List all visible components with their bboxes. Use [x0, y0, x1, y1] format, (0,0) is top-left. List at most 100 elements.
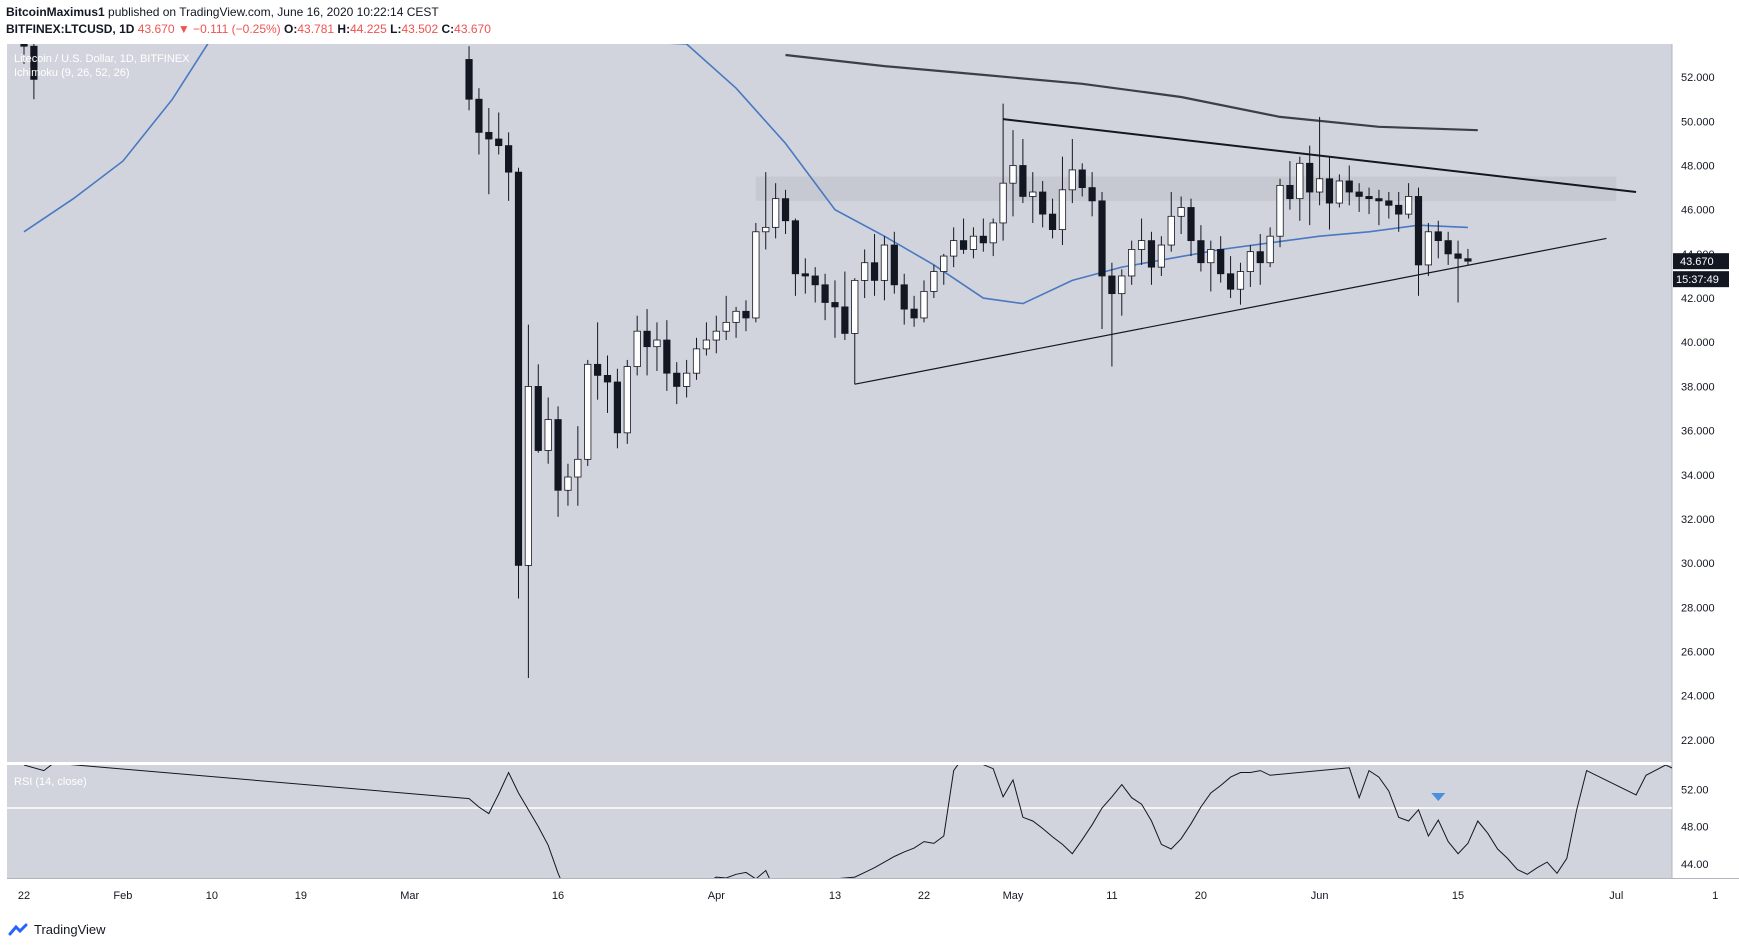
candle-body: [1335, 180, 1343, 204]
candle: [1246, 245, 1254, 288]
candle: [514, 167, 523, 599]
open-value: 43.781: [297, 22, 335, 36]
time-tick-label: 15: [1452, 890, 1464, 902]
candle-body: [762, 226, 770, 233]
countdown-badge-label: 15:37:49: [1676, 274, 1719, 286]
candle: [870, 233, 879, 296]
candle: [801, 258, 809, 294]
candle: [554, 406, 562, 517]
candle-body: [1375, 198, 1383, 202]
candle-body: [1385, 200, 1393, 206]
ichimoku-legend[interactable]: Ichimoku (9, 26, 52, 26): [14, 67, 130, 79]
candle: [742, 300, 750, 332]
candle-body: [781, 198, 790, 222]
candle: [475, 88, 483, 155]
candle-body: [1048, 213, 1057, 230]
candle: [989, 218, 997, 257]
candle: [30, 44, 38, 100]
price-tick-label: 26.000: [1681, 647, 1715, 659]
candle-body: [1128, 249, 1136, 277]
price-pane: [7, 44, 1672, 762]
candle: [1147, 231, 1156, 285]
rsi-line: [23, 765, 1672, 878]
candle-body: [603, 374, 612, 383]
candle: [969, 227, 978, 259]
candle-body: [1286, 184, 1294, 200]
candle-body: [841, 306, 849, 334]
candle: [1058, 156, 1067, 246]
low-value: 43.502: [401, 22, 439, 36]
price-tick-label: 24.000: [1681, 691, 1715, 703]
candle: [465, 46, 473, 111]
ohlc-bar: BITFINEX:LTCUSD, 1D 43.670 ▼ −0.111 (−0.…: [6, 21, 491, 37]
rsi-legend[interactable]: RSI (14, close): [14, 776, 87, 788]
candle-body: [1365, 196, 1373, 200]
candle-body: [1395, 204, 1403, 215]
price-tick-label: 32.000: [1681, 514, 1715, 526]
candle-body: [514, 171, 523, 566]
candle: [1424, 222, 1432, 276]
candle: [1118, 269, 1126, 316]
candle-body: [752, 231, 760, 319]
candle: [1444, 231, 1452, 265]
candle-body: [861, 262, 869, 281]
author-name[interactable]: BitcoinMaximus1: [6, 5, 105, 19]
candle: [1226, 256, 1235, 299]
time-tick-label: 16: [552, 890, 564, 902]
candle-body: [880, 244, 889, 281]
candle: [1434, 220, 1442, 259]
candle: [1464, 248, 1472, 265]
candle: [584, 359, 592, 466]
rsi-tick-label: 44.00: [1681, 859, 1709, 871]
rsi-tick-label: 48.00: [1681, 822, 1709, 834]
candle-body: [1068, 169, 1076, 191]
time-tick-label: Jul: [1609, 890, 1623, 902]
candle: [1157, 236, 1165, 276]
candle-body: [950, 240, 958, 257]
candle-body: [959, 240, 968, 250]
candle-body: [594, 363, 602, 376]
candle: [910, 295, 918, 327]
candle-body: [801, 273, 809, 277]
candle-body: [584, 363, 592, 460]
rsi-plot: [7, 765, 1672, 878]
candle: [702, 322, 711, 356]
low-label: L:: [390, 22, 402, 36]
candle-body: [870, 262, 879, 281]
candle-body: [930, 271, 938, 292]
candle-body: [633, 330, 641, 367]
price-plot: [20, 44, 1637, 679]
candle-body: [495, 138, 503, 147]
candle: [495, 112, 503, 155]
price-tick-label: 40.000: [1681, 337, 1715, 349]
candle: [841, 271, 849, 341]
candle: [1286, 161, 1294, 210]
candle: [781, 189, 790, 234]
candle: [20, 44, 28, 64]
candle: [692, 337, 701, 380]
time-tick-label: 19: [295, 890, 307, 902]
price-tick-label: 28.000: [1681, 602, 1715, 614]
candle-body: [1226, 273, 1235, 290]
candle-body: [772, 198, 780, 228]
candle: [574, 426, 582, 506]
candle: [485, 108, 493, 195]
candle: [1048, 198, 1057, 239]
candle: [1345, 165, 1353, 206]
time-tick-label: Feb: [113, 890, 132, 902]
series-title[interactable]: Litecoin / U.S. Dollar, 1D, BITFINEX: [14, 53, 190, 65]
time-tick-label: 11: [1106, 890, 1117, 902]
candle-body: [1325, 178, 1334, 204]
price-tick-label: 30.000: [1681, 558, 1715, 570]
price-tick-label: 36.000: [1681, 426, 1715, 438]
candle-body: [1454, 253, 1462, 259]
candle: [623, 359, 631, 444]
candle: [900, 273, 908, 325]
candle-body: [485, 131, 493, 140]
candle-body: [702, 339, 711, 350]
footer-brand[interactable]: TradingView: [8, 922, 106, 937]
candle-body: [524, 386, 532, 566]
candle: [524, 324, 532, 679]
candle-body: [534, 386, 542, 451]
